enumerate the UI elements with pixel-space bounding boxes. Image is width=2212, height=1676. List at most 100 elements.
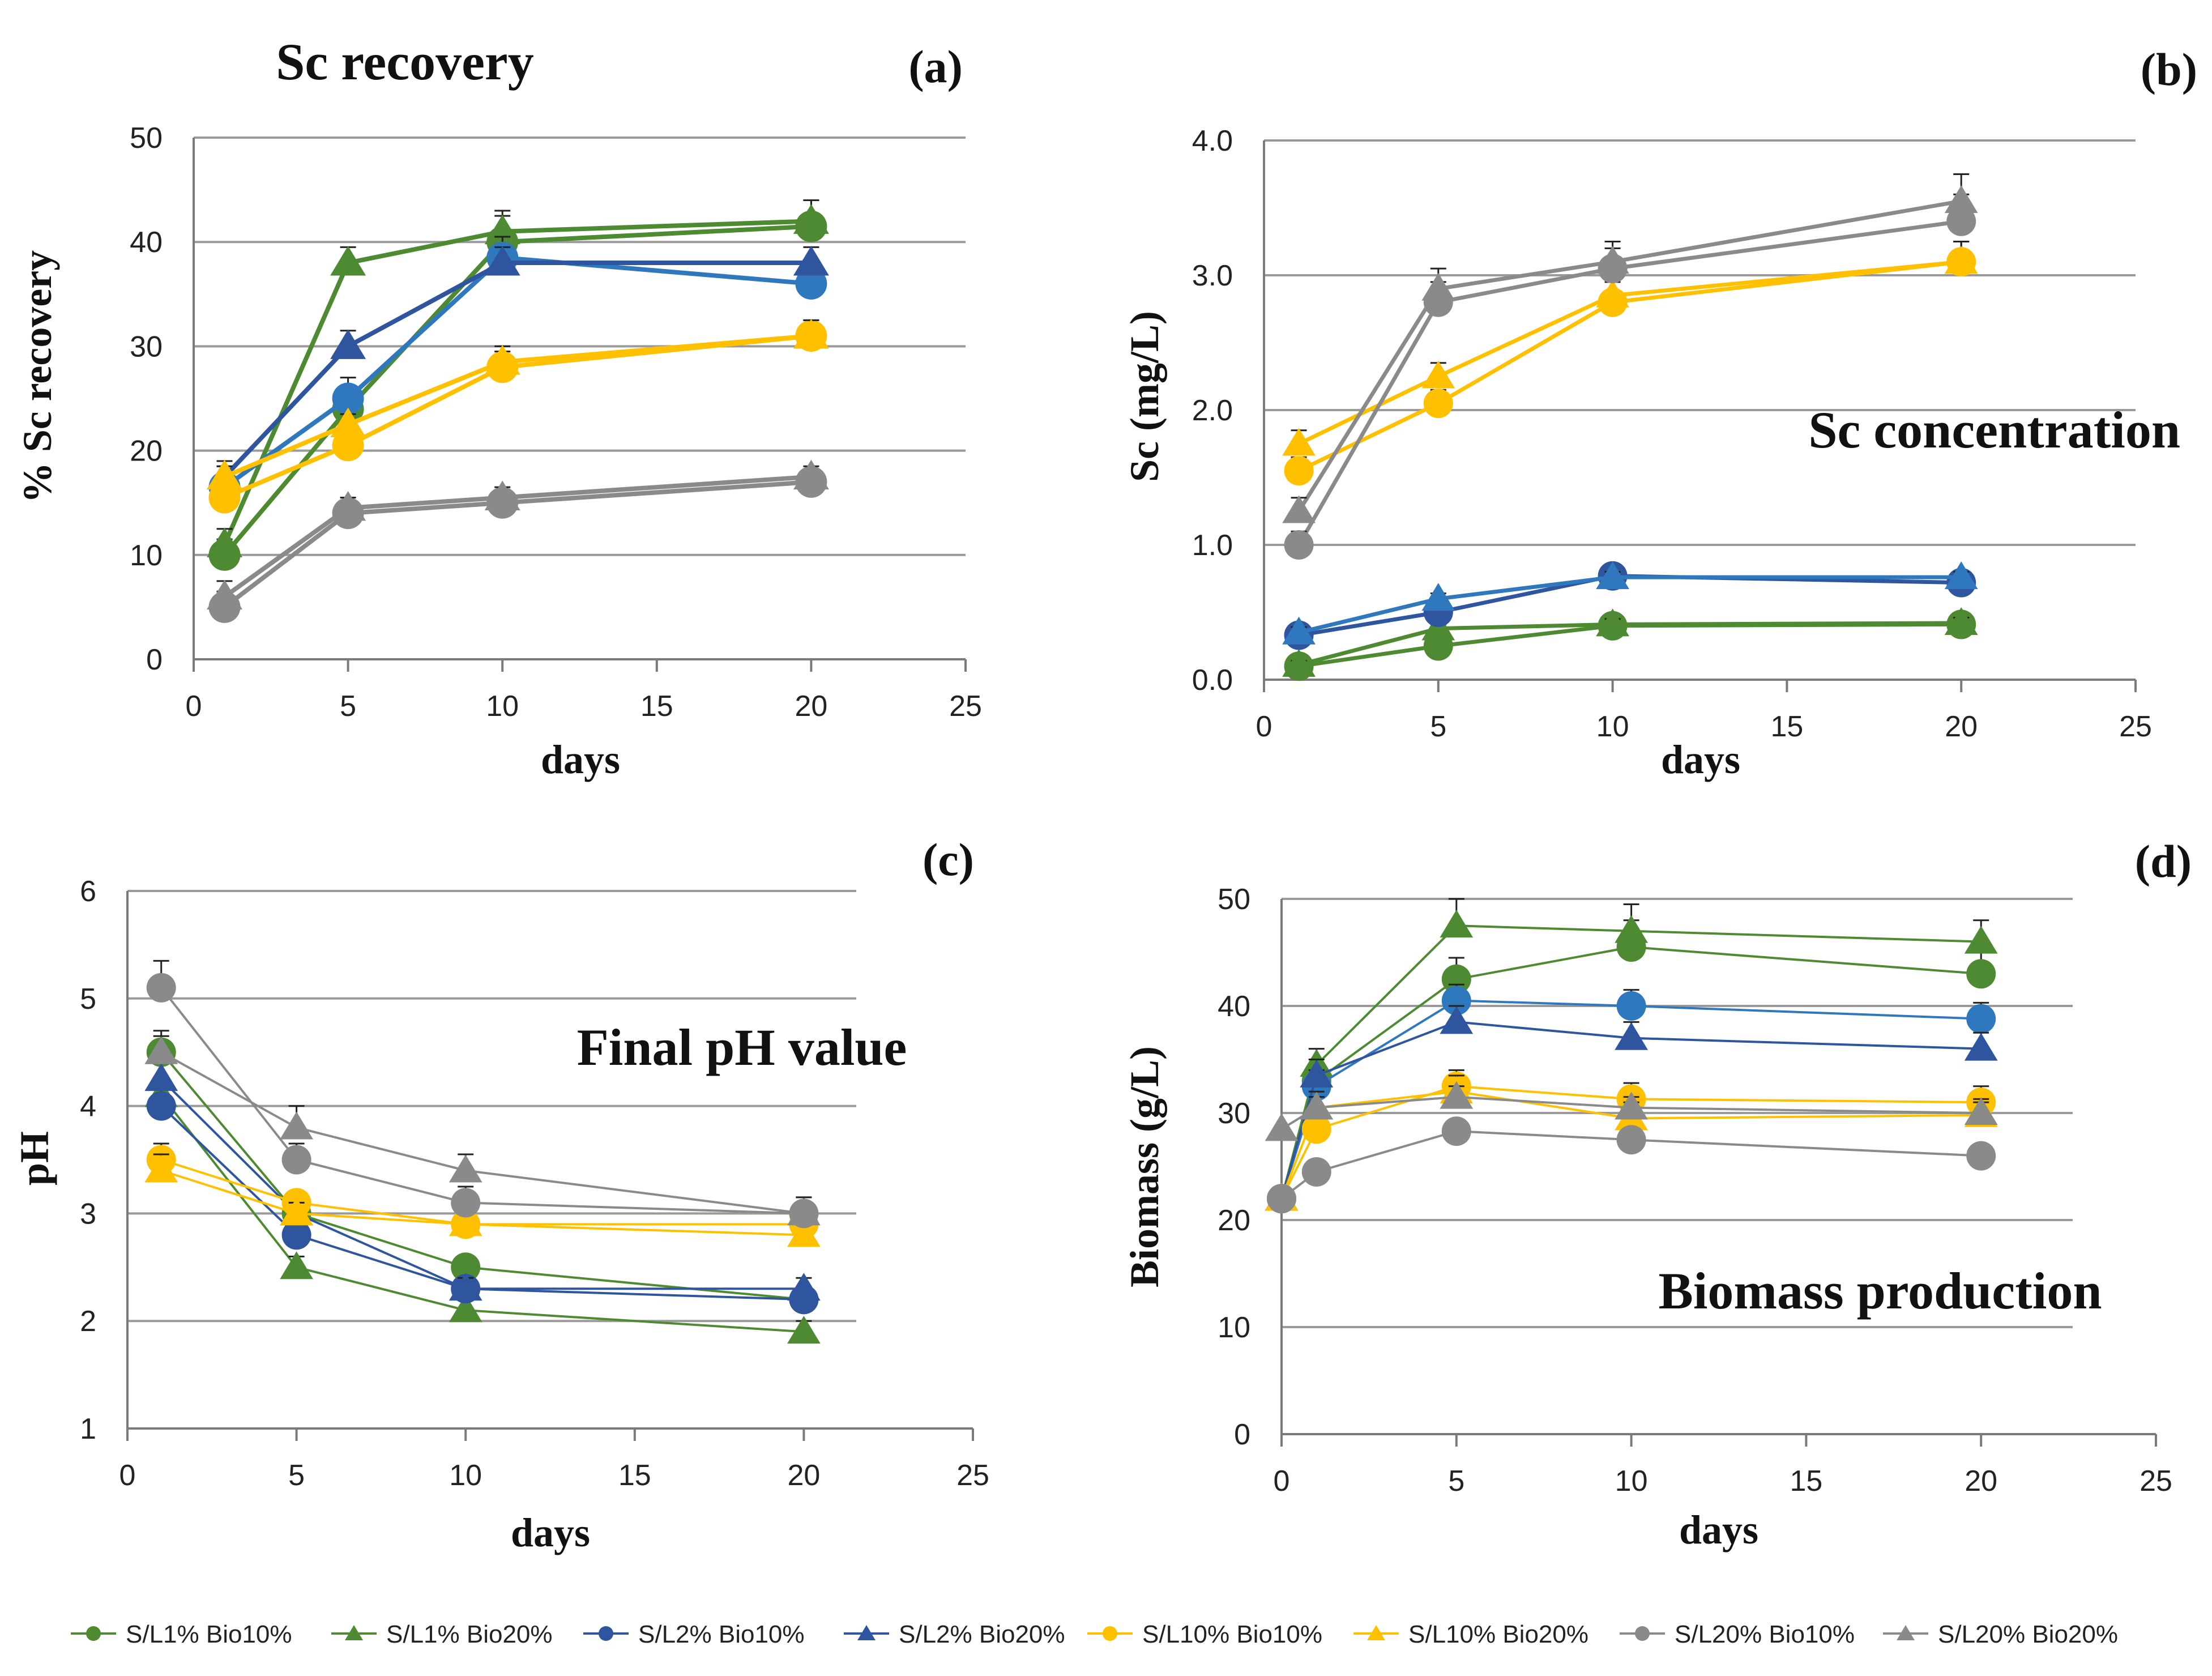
- data-point: [1946, 206, 1976, 236]
- data-point: [280, 1197, 313, 1226]
- data-point: [1596, 279, 1629, 308]
- legend-label: S/L20% Bio20%: [1938, 1620, 2118, 1648]
- x-tick-label: 0: [1256, 710, 1272, 743]
- x-tick-label: 0: [1274, 1465, 1290, 1498]
- x-tick-label: 25: [2119, 710, 2152, 743]
- series: [208, 466, 827, 623]
- panel-title: Sc concentration: [1808, 401, 2180, 459]
- data-point: [281, 1145, 311, 1175]
- data-point: [1300, 1091, 1334, 1120]
- series: [1267, 1116, 1996, 1214]
- series-line: [223, 474, 812, 599]
- series-line: [161, 1169, 804, 1236]
- x-tick-label: 20: [1965, 1465, 1997, 1498]
- y-tick-label: 20: [1218, 1204, 1250, 1237]
- data-point: [787, 1273, 821, 1301]
- legend: S/L1% Bio10% S/L1% Bio20% S/L2% Bio10% S/L2…: [71, 1620, 2118, 1648]
- series-line: [222, 219, 812, 546]
- data-point: [1596, 608, 1629, 637]
- y-tick-label: 30: [130, 330, 163, 363]
- legend-item: S/L20% Bio20%: [1883, 1620, 2118, 1648]
- y-tick-label: 3: [80, 1197, 96, 1230]
- legend-marker: [1367, 1625, 1385, 1640]
- series-line: [161, 1158, 804, 1226]
- series: [1282, 561, 1978, 645]
- legend-marker: [1635, 1626, 1650, 1641]
- y-tick-label: 1: [80, 1413, 96, 1445]
- data-point: [1966, 1004, 1996, 1034]
- x-tick-label: 10: [449, 1459, 482, 1492]
- data-point: [207, 527, 243, 557]
- data-point: [146, 973, 176, 1003]
- data-point: [484, 345, 520, 375]
- data-point: [1615, 915, 1648, 943]
- panel-d: 0 10 20 30 40 50 0 5 10 15 20 25 days Biomass (g/L) Bi…: [1122, 835, 2192, 1553]
- x-tick-label: 10: [1596, 710, 1629, 743]
- x-tick-label: 15: [1770, 710, 1803, 743]
- data-point: [793, 204, 829, 234]
- legend-label: S/L2% Bio10%: [638, 1620, 805, 1648]
- legend-item: S/L2% Bio10%: [583, 1620, 805, 1648]
- x-tick-label: 0: [119, 1459, 136, 1492]
- y-tick-label: 2.0: [1192, 394, 1233, 427]
- data-point: [1944, 607, 1978, 636]
- legend-label: S/L1% Bio10%: [126, 1620, 292, 1648]
- data-point: [1301, 1157, 1331, 1187]
- x-tick-label: 5: [1448, 1465, 1464, 1498]
- data-point: [332, 382, 364, 415]
- y-tick-label: 1.0: [1192, 529, 1233, 562]
- data-point: [1282, 495, 1316, 523]
- legend-item: S/L20% Bio10%: [1620, 1620, 1855, 1648]
- panel-label: (a): [908, 41, 963, 92]
- y-tick-label: 30: [1218, 1097, 1250, 1130]
- series-line: [1297, 219, 1962, 546]
- series: [1282, 241, 1978, 456]
- data-point: [449, 1208, 482, 1236]
- x-tick-label: 20: [787, 1459, 820, 1492]
- series-line: [223, 479, 812, 609]
- data-point: [451, 1252, 481, 1282]
- panel-b: 0.0 1.0 2.0 3.0 4.0 0 5 10 15 20 25 days Sc (mg/L) Sc…: [1122, 44, 2197, 782]
- data-point: [1964, 1033, 1998, 1061]
- panel-a: 0 10 20 30 40 50 0 5 10 15 20 25 days % Sc recovery Sc…: [15, 33, 982, 782]
- panel-title: Biomass production: [1658, 1262, 2102, 1320]
- legend-item: S/L10% Bio10%: [1087, 1620, 1322, 1648]
- data-point: [449, 1273, 482, 1301]
- series: [146, 1035, 819, 1315]
- data-point: [1265, 1113, 1299, 1141]
- legend-item: S/L10% Bio20%: [1353, 1620, 1588, 1648]
- data-point: [787, 1219, 821, 1247]
- data-point: [787, 1316, 821, 1344]
- series: [207, 199, 829, 557]
- series: [144, 1153, 821, 1247]
- data-point: [484, 214, 520, 245]
- legend-marker: [1897, 1625, 1915, 1640]
- data-point: [207, 579, 243, 609]
- y-tick-label: 10: [1218, 1311, 1250, 1344]
- data-point: [332, 429, 364, 462]
- data-point: [207, 459, 243, 490]
- x-axis-label: days: [541, 737, 620, 782]
- data-point: [1421, 272, 1455, 301]
- series: [207, 459, 829, 609]
- data-point: [1282, 649, 1316, 677]
- x-tick-label: 20: [795, 690, 827, 723]
- legend-marker: [599, 1626, 613, 1641]
- y-tick-label: 20: [130, 435, 163, 468]
- legend-marker: [86, 1626, 101, 1641]
- data-point: [208, 481, 241, 514]
- series: [144, 1030, 821, 1226]
- series-line: [1298, 575, 1962, 635]
- data-point: [1421, 360, 1455, 389]
- legend-label: S/L2% Bio20%: [899, 1620, 1065, 1648]
- data-point: [1421, 583, 1455, 611]
- data-point: [330, 407, 366, 438]
- data-point: [1596, 561, 1629, 590]
- panel-c: 1 2 3 4 5 6 0 5 10 15 20 25 days pH Final pH value (c): [12, 834, 989, 1555]
- legend-label: S/L10% Bio20%: [1408, 1620, 1588, 1648]
- data-point: [1966, 1141, 1996, 1171]
- series-line: [1298, 259, 1962, 473]
- y-axis-label: % Sc recovery: [15, 250, 60, 503]
- legend-label: S/L10% Bio10%: [1142, 1620, 1322, 1648]
- data-point: [281, 1220, 311, 1250]
